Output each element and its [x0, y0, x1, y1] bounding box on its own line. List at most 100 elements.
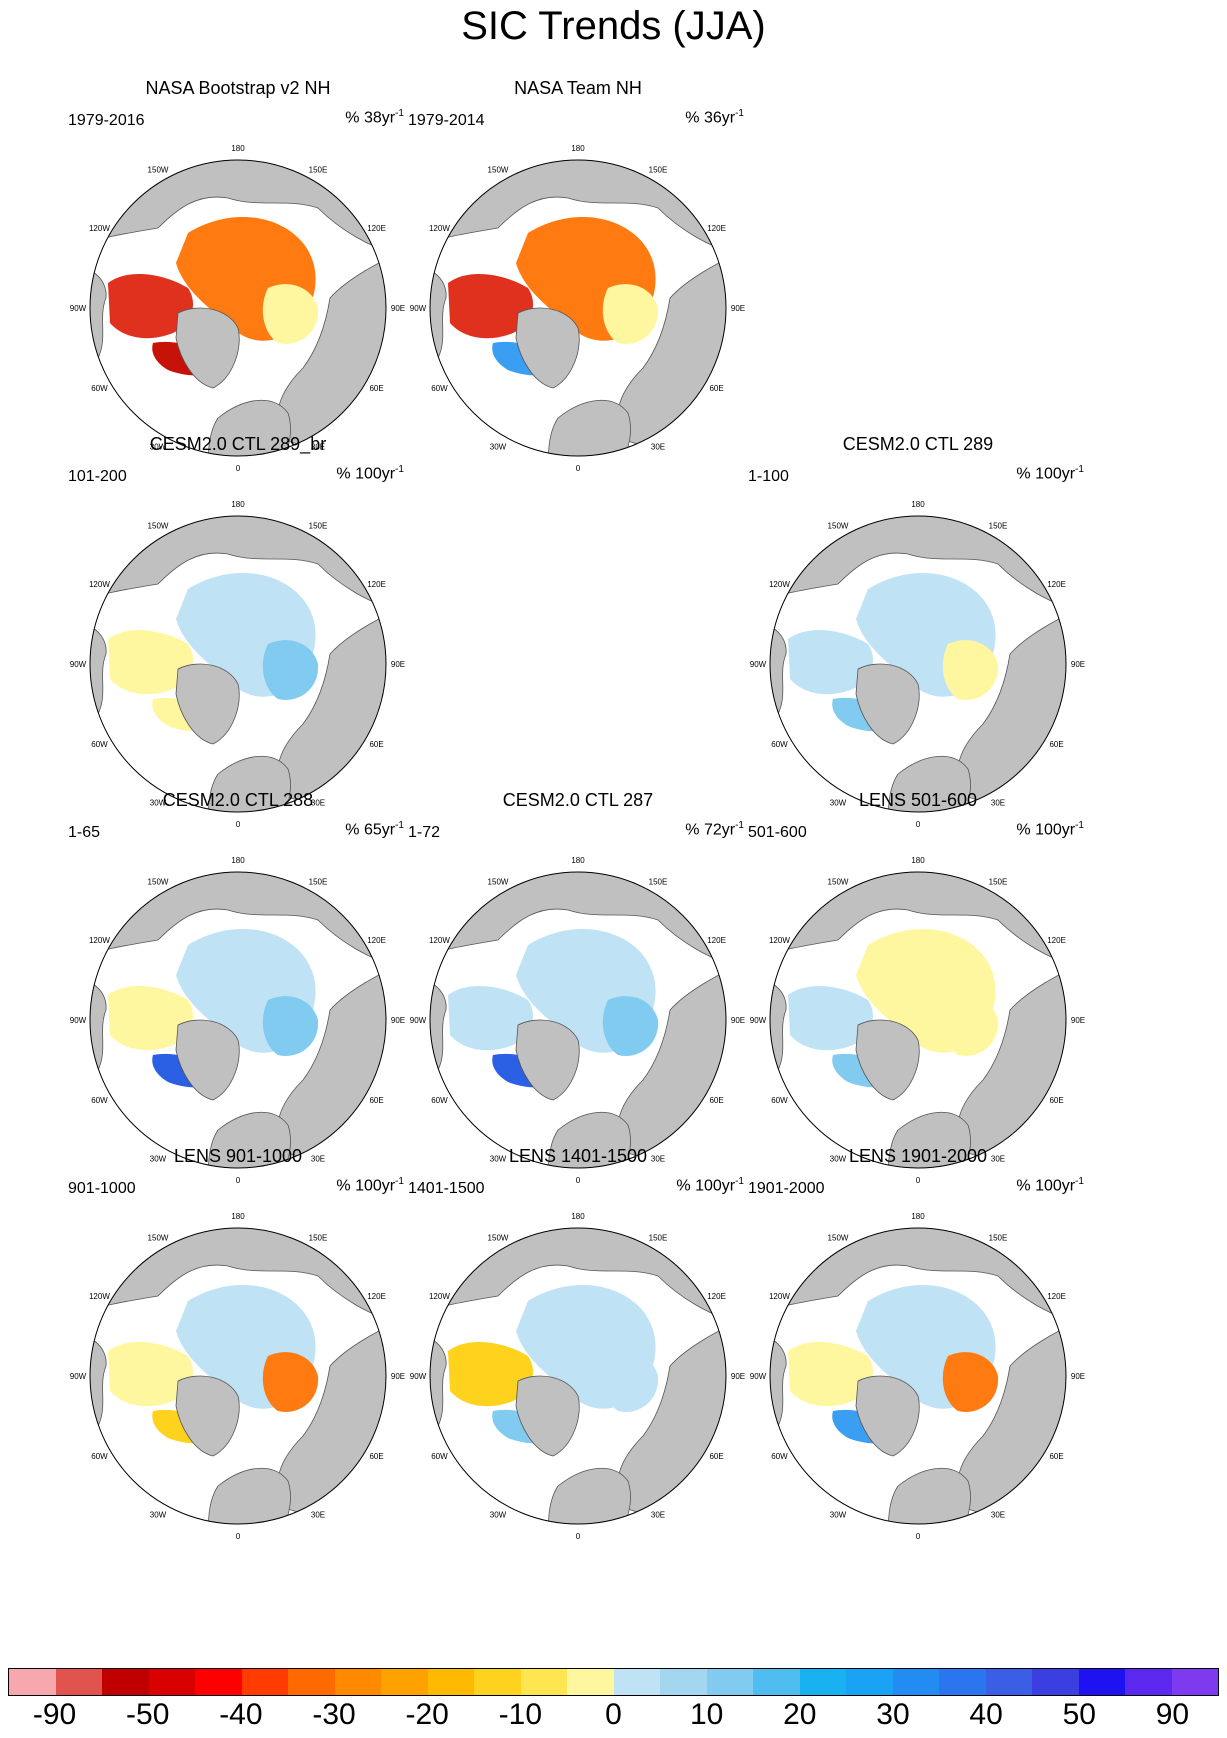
land-west — [430, 266, 447, 419]
longitude-label: 120E — [367, 580, 386, 589]
longitude-label: 60W — [771, 1096, 788, 1105]
map-boundary — [769, 871, 1067, 1169]
longitude-label: 60W — [91, 1096, 108, 1105]
colorbar-box — [985, 1669, 1032, 1695]
longitude-label: 0 — [916, 820, 921, 829]
land-greenland — [175, 1019, 240, 1101]
longitude-label: 60E — [1049, 740, 1063, 749]
longitude-label: 150W — [148, 521, 169, 530]
colorbar-tick-label: 90 — [1155, 1698, 1190, 1731]
colorbar-box — [520, 1669, 567, 1695]
colorbar-box — [241, 1669, 288, 1695]
longitude-label: 120W — [89, 580, 110, 589]
longitude-label: 0 — [236, 820, 241, 829]
longitude-label: 30E — [311, 1155, 325, 1164]
longitude-label: 60E — [369, 1452, 383, 1461]
colorbar-box — [427, 1669, 474, 1695]
longitude-label: 90W — [410, 1372, 427, 1381]
longitude-label: 60E — [709, 1452, 723, 1461]
longitude-label: 150W — [488, 877, 509, 886]
colorbar-box — [1078, 1669, 1125, 1695]
panel-units-base: % 36yr — [685, 109, 736, 127]
longitude-label: 30W — [830, 1511, 847, 1520]
colorbar-box — [334, 1669, 381, 1695]
longitude-label: 180 — [571, 856, 585, 865]
panel-title: CESM2.0 CTL 289 — [842, 434, 994, 454]
longitude-label: 150E — [989, 1233, 1008, 1242]
longitude-label: 120E — [1047, 936, 1066, 945]
longitude-label: 120E — [367, 936, 386, 945]
colorbar-box — [1032, 1669, 1079, 1695]
longitude-label: 60E — [369, 740, 383, 749]
longitude-label: 30W — [150, 1511, 167, 1520]
land-greenland — [855, 1019, 920, 1101]
longitude-label: 150E — [309, 1233, 328, 1242]
colorbar-tick-label: 50 — [1062, 1698, 1096, 1731]
colorbar-box — [799, 1669, 846, 1695]
map-boundary — [89, 871, 387, 1169]
longitude-label: 150E — [649, 165, 668, 174]
longitude-label: 180 — [911, 856, 925, 865]
longitude-label: 90W — [70, 304, 87, 313]
map-boundary — [89, 1227, 387, 1525]
longitude-label: 60W — [431, 384, 448, 393]
land-greenland — [515, 307, 580, 389]
longitude-label: 120W — [429, 936, 450, 945]
longitude-label: 60E — [709, 384, 723, 393]
longitude-label: 90E — [391, 1016, 405, 1025]
land-greenland — [855, 1375, 920, 1457]
longitude-label: 90W — [410, 304, 427, 313]
longitude-label: 180 — [571, 144, 585, 153]
longitude-label: 120E — [367, 224, 386, 233]
longitude-label: 90E — [1071, 1016, 1085, 1025]
sea-ice-archipelago — [448, 985, 533, 1051]
colorbar-tick-label: 20 — [783, 1698, 817, 1731]
longitude-label: 150E — [309, 521, 328, 530]
panel-units-exponent: -1 — [1075, 464, 1084, 475]
colorbar-box — [753, 1669, 800, 1695]
colorbar-tick-label: -20 — [405, 1698, 449, 1731]
land-greenland — [175, 1375, 240, 1457]
panel-units-base: % 100yr — [676, 1177, 736, 1195]
longitude-label: 30E — [991, 1155, 1005, 1164]
panel-units: % 100yr-1 — [336, 1176, 404, 1195]
longitude-label: 0 — [576, 1532, 581, 1541]
colorbar-box — [1125, 1669, 1172, 1695]
longitude-label: 60W — [771, 740, 788, 749]
map-panel: LENS 1901-2000 1901-2000% 100yr-1 180 150E 1… — [728, 1146, 1108, 1541]
colorbar-tick-label: 30 — [876, 1698, 910, 1731]
longitude-label: 90W — [70, 660, 87, 669]
longitude-label: 90W — [750, 660, 767, 669]
longitude-label: 120E — [1047, 1292, 1066, 1301]
sea-ice-archipelago — [108, 985, 193, 1051]
longitude-label: 60W — [91, 384, 108, 393]
sea-ice-kara — [262, 640, 319, 700]
longitude-label: 60W — [91, 1452, 108, 1461]
map-panel: LENS 901-1000 901-1000 % 100yr-1 180 150E 120… — [48, 1146, 428, 1541]
panel-units-base: % 100yr — [336, 465, 396, 483]
land-west — [770, 622, 787, 775]
longitude-label: 120W — [769, 1292, 790, 1301]
land-west — [90, 266, 107, 419]
longitude-label: 0 — [916, 1176, 921, 1185]
longitude-label: 180 — [231, 500, 245, 509]
map-boundary — [429, 871, 727, 1169]
panel-units-base: % 72yr — [685, 821, 736, 839]
colorbar-box — [846, 1669, 893, 1695]
map-panel: LENS 501-600 501-600% 100yr-1 180 150E 120E 9… — [728, 790, 1108, 1185]
panel-title: NASA Bootstrap v2 NH — [145, 78, 331, 98]
longitude-label: 60E — [369, 384, 383, 393]
longitude-label: 90W — [750, 1372, 767, 1381]
colorbar-box — [706, 1669, 753, 1695]
map-panel: NASA Team NH 1979-2014% 36yr-1 180 150E 120E… — [388, 78, 768, 473]
longitude-label: 90E — [731, 304, 745, 313]
longitude-label: 120E — [367, 1292, 386, 1301]
polar-map: 180 150E 120E 90E 60E 30E 0 30W 60W 90W 120W 150W — [750, 500, 1085, 829]
panel-title: LENS 1901-2000 — [848, 1146, 988, 1166]
map-boundary — [429, 159, 727, 457]
colorbar-box — [288, 1669, 335, 1695]
panel-units: % 65yr-1 — [345, 820, 404, 839]
longitude-label: 30W — [490, 1155, 507, 1164]
map-boundary — [769, 1227, 1067, 1525]
longitude-label: 30E — [991, 1511, 1005, 1520]
